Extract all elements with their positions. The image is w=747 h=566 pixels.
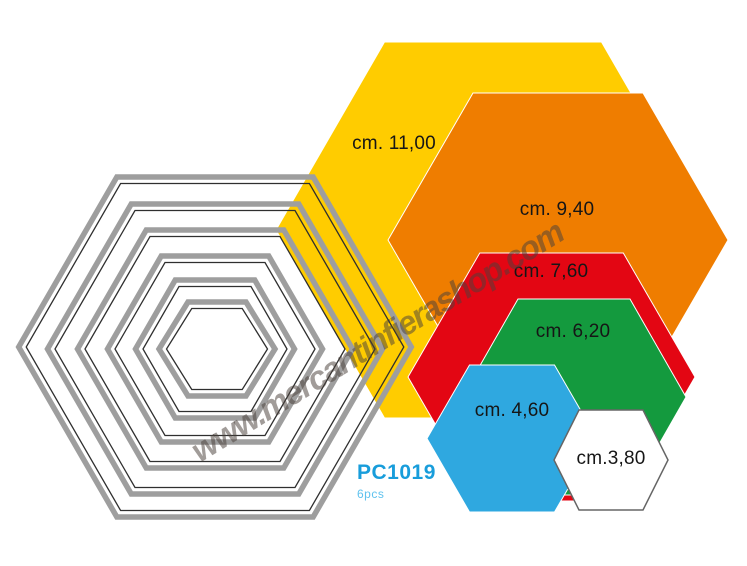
size-label-9-4: cm. 9,40 (519, 199, 595, 220)
pieces-count: 6pcs (357, 487, 385, 501)
hexagon-blue (426, 364, 598, 513)
size-label-7-6: cm. 7,60 (513, 261, 589, 282)
die-cutline-1 (25, 182, 405, 512)
product-code: PC1019 (357, 461, 436, 484)
die-cutline-3 (84, 235, 346, 463)
size-label-11: cm. 11,00 (352, 133, 436, 154)
die-ring-6 (155, 299, 279, 399)
die-ring-4 (104, 253, 326, 445)
size-label-6-2: cm. 6,20 (535, 321, 611, 342)
die-cutline-5 (142, 285, 288, 413)
size-label-3-8: cm.3,80 (576, 448, 646, 469)
size-label-4-6: cm. 4,60 (474, 400, 550, 421)
product-info: PC1019 6pcs (357, 461, 436, 501)
die-ring-2 (44, 201, 386, 497)
die-ring-1 (15, 174, 415, 520)
die-cutline-4 (114, 261, 316, 437)
die-ring-5 (132, 277, 298, 421)
die-ring-3 (74, 227, 356, 471)
hexagon-white (553, 409, 669, 511)
die-cutline-6 (165, 307, 269, 391)
die-cutline-2 (54, 209, 376, 489)
